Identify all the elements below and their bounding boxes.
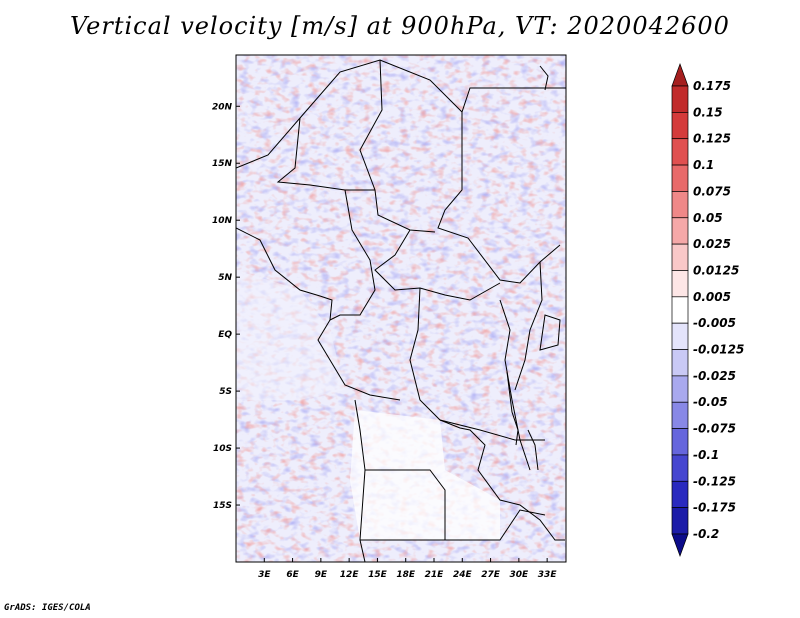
colorbar-cap-top <box>671 62 689 87</box>
x-tick-label: 33E <box>538 570 558 580</box>
colorbar-bin <box>671 217 689 245</box>
colorbar: 0.175 0.15 0.125 0.1 0.075 0.05 0.025 0.0125 0.0… <box>671 62 744 558</box>
colorbar-bin <box>671 375 689 403</box>
colorbar-label: 0.175 <box>693 79 731 93</box>
colorbar-label: -0.075 <box>693 422 736 436</box>
colorbar-label: 0.0125 <box>693 263 739 277</box>
chart-title: Vertical velocity [m/s] at 900hPa, VT: 2… <box>70 12 730 40</box>
colorbar-label: 0.1 <box>693 158 714 172</box>
colorbar-label: -0.125 <box>693 474 736 488</box>
x-tick-label: 6E <box>286 570 299 580</box>
x-tick-label: 30E <box>510 570 530 580</box>
country-borders <box>236 59 566 562</box>
colorbar-label: -0.2 <box>693 527 719 541</box>
x-tick-label: 12E <box>340 570 360 580</box>
colorbar-bin <box>671 322 689 350</box>
colorbar-label: -0.05 <box>693 395 728 409</box>
colorbar-bin <box>671 191 689 219</box>
colorbar-label: -0.005 <box>693 316 736 330</box>
colorbar-bin <box>671 164 689 192</box>
footer-credit: GrADS: IGES/COLA <box>4 603 91 613</box>
colorbar-bin <box>671 349 689 377</box>
colorbar-label: 0.05 <box>693 211 723 225</box>
colorbar-bin <box>671 243 689 271</box>
y-tick-label: 20N <box>212 102 233 112</box>
y-tick-label: EQ <box>218 330 232 340</box>
x-tick-label: 9E <box>315 570 328 580</box>
x-tick-label: 15E <box>368 570 388 580</box>
colorbar-label: -0.0125 <box>693 343 744 357</box>
colorbar-label: -0.1 <box>693 448 719 462</box>
colorbar-bin <box>671 112 689 140</box>
colorbar-bin <box>671 480 689 508</box>
colorbar-label: -0.025 <box>693 369 736 383</box>
y-tick-label: 10S <box>213 444 232 454</box>
x-tick-label: 3E <box>258 570 271 580</box>
colorbar-bin <box>671 428 689 456</box>
velocity-field <box>236 55 566 562</box>
colorbar-label: 0.005 <box>693 290 731 304</box>
map-frame <box>235 54 567 563</box>
y-tick-label: 5S <box>219 387 232 397</box>
x-tick-label: 24E <box>453 570 473 580</box>
colorbar-bin <box>671 85 689 113</box>
colorbar-label: 0.025 <box>693 237 731 251</box>
x-tick-label: 18E <box>396 570 416 580</box>
latitude-axis: 20N 15N 10N 5N EQ 5S 10S 15S <box>212 102 240 511</box>
colorbar-label: 0.125 <box>693 132 731 146</box>
colorbar-bin <box>671 401 689 429</box>
x-tick-label: 27E <box>481 570 501 580</box>
y-tick-label: 5N <box>218 273 232 283</box>
colorbar-bin <box>671 296 689 324</box>
x-tick-label: 21E <box>425 570 445 580</box>
longitude-axis: 3E 6E 9E 12E 15E 18E 21E 24E 27E 30E 33E <box>258 558 557 580</box>
y-tick-label: 10N <box>212 216 233 226</box>
colorbar-cap-bottom <box>671 533 689 558</box>
y-tick-label: 15S <box>213 501 232 511</box>
colorbar-bin <box>671 138 689 166</box>
y-tick-label: 15N <box>212 159 233 169</box>
colorbar-label: 0.15 <box>693 105 723 119</box>
colorbar-bin <box>671 270 689 298</box>
colorbar-label: -0.175 <box>693 501 736 515</box>
colorbar-bin <box>671 454 689 482</box>
colorbar-bin <box>671 507 689 535</box>
colorbar-label: 0.075 <box>693 184 731 198</box>
